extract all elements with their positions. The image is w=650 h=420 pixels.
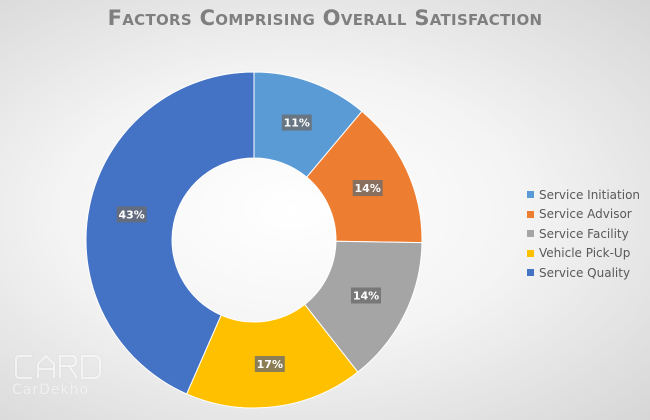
donut-slice-labels: 11% 14% 14% 17% 43% [116,114,383,372]
legend-label: Service Initiation [539,187,641,202]
legend-label: Service Facility [539,226,629,241]
slice-data-label: 14% [355,182,381,195]
legend-item: Service Quality [527,263,640,283]
chart-title: Factors Comprising Overall Satisfaction [107,6,543,30]
cardekho-watermark: CarDekho [12,352,122,402]
donut-slices [85,71,423,409]
legend-swatch [527,249,534,257]
legend-label: Service Advisor [539,207,632,222]
slice-label-background [281,114,312,131]
legend-label: Vehicle Pick-Up [539,246,631,261]
watermark-text: CarDekho [12,382,90,398]
legend-item: Service Advisor [527,205,640,225]
chart-legend: Service Initiation Service Advisor Service… [527,185,640,283]
slice-data-label: 17% [257,358,283,371]
legend-label: Service Quality [539,265,631,280]
slice-label-background [254,355,285,372]
car-outline-icon [14,354,102,380]
legend-swatch [527,269,534,277]
legend-swatch [527,191,534,199]
slice-data-label: 43% [118,208,144,221]
slice-data-label: 11% [284,117,310,130]
slice-label-background [352,180,383,197]
slice-service-quality [85,71,255,395]
legend-item: Vehicle Pick-Up [527,244,640,264]
legend-item: Service Facility [527,224,640,244]
slice-label-background [116,206,147,223]
legend-swatch [527,210,534,218]
legend-item: Service Initiation [527,185,640,205]
legend-swatch [527,230,534,238]
slice-label-background [350,287,381,304]
slice-data-label: 14% [353,290,379,303]
